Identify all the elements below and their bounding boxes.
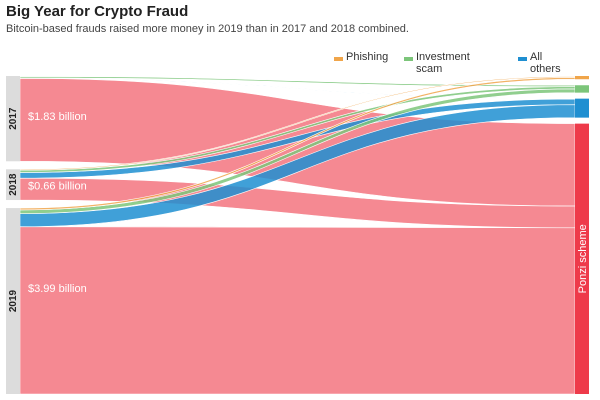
source-label-2019: 2019 bbox=[8, 289, 19, 312]
source-node-2019 bbox=[6, 208, 20, 394]
target-label-ponzi-scheme: Ponzi scheme bbox=[577, 224, 589, 293]
chart-subtitle: Bitcoin-based frauds raised more money i… bbox=[6, 23, 409, 35]
target-node-investment-scam bbox=[575, 85, 589, 93]
source-value-2017: $1.83 billion bbox=[28, 111, 87, 123]
target-node-all-others bbox=[575, 98, 589, 118]
legend-swatch-investment-scam bbox=[404, 57, 413, 61]
source-node-2017 bbox=[6, 76, 20, 162]
source-label-2017: 2017 bbox=[8, 107, 19, 130]
source-value-2019: $3.99 billion bbox=[28, 283, 87, 295]
legend-label-phishing: Phishing bbox=[346, 51, 389, 63]
source-node-2018 bbox=[6, 169, 20, 201]
target-node-ponzi-scheme bbox=[575, 123, 589, 394]
flow-2019-ponzi-scheme bbox=[19, 226, 576, 395]
legend-swatch-all-others bbox=[518, 57, 527, 61]
legend-swatch-phishing bbox=[334, 57, 343, 61]
source-value-2018: $0.66 billion bbox=[28, 180, 87, 192]
target-node-phishing bbox=[575, 76, 589, 80]
source-label-2018: 2018 bbox=[8, 173, 19, 196]
chart-title: Big Year for Crypto Fraud bbox=[6, 3, 189, 20]
legend-label-investment-scam: Investment scam bbox=[416, 51, 470, 75]
flow-2019-all-others bbox=[19, 104, 576, 227]
legend-label-all-others: All others bbox=[530, 51, 561, 75]
